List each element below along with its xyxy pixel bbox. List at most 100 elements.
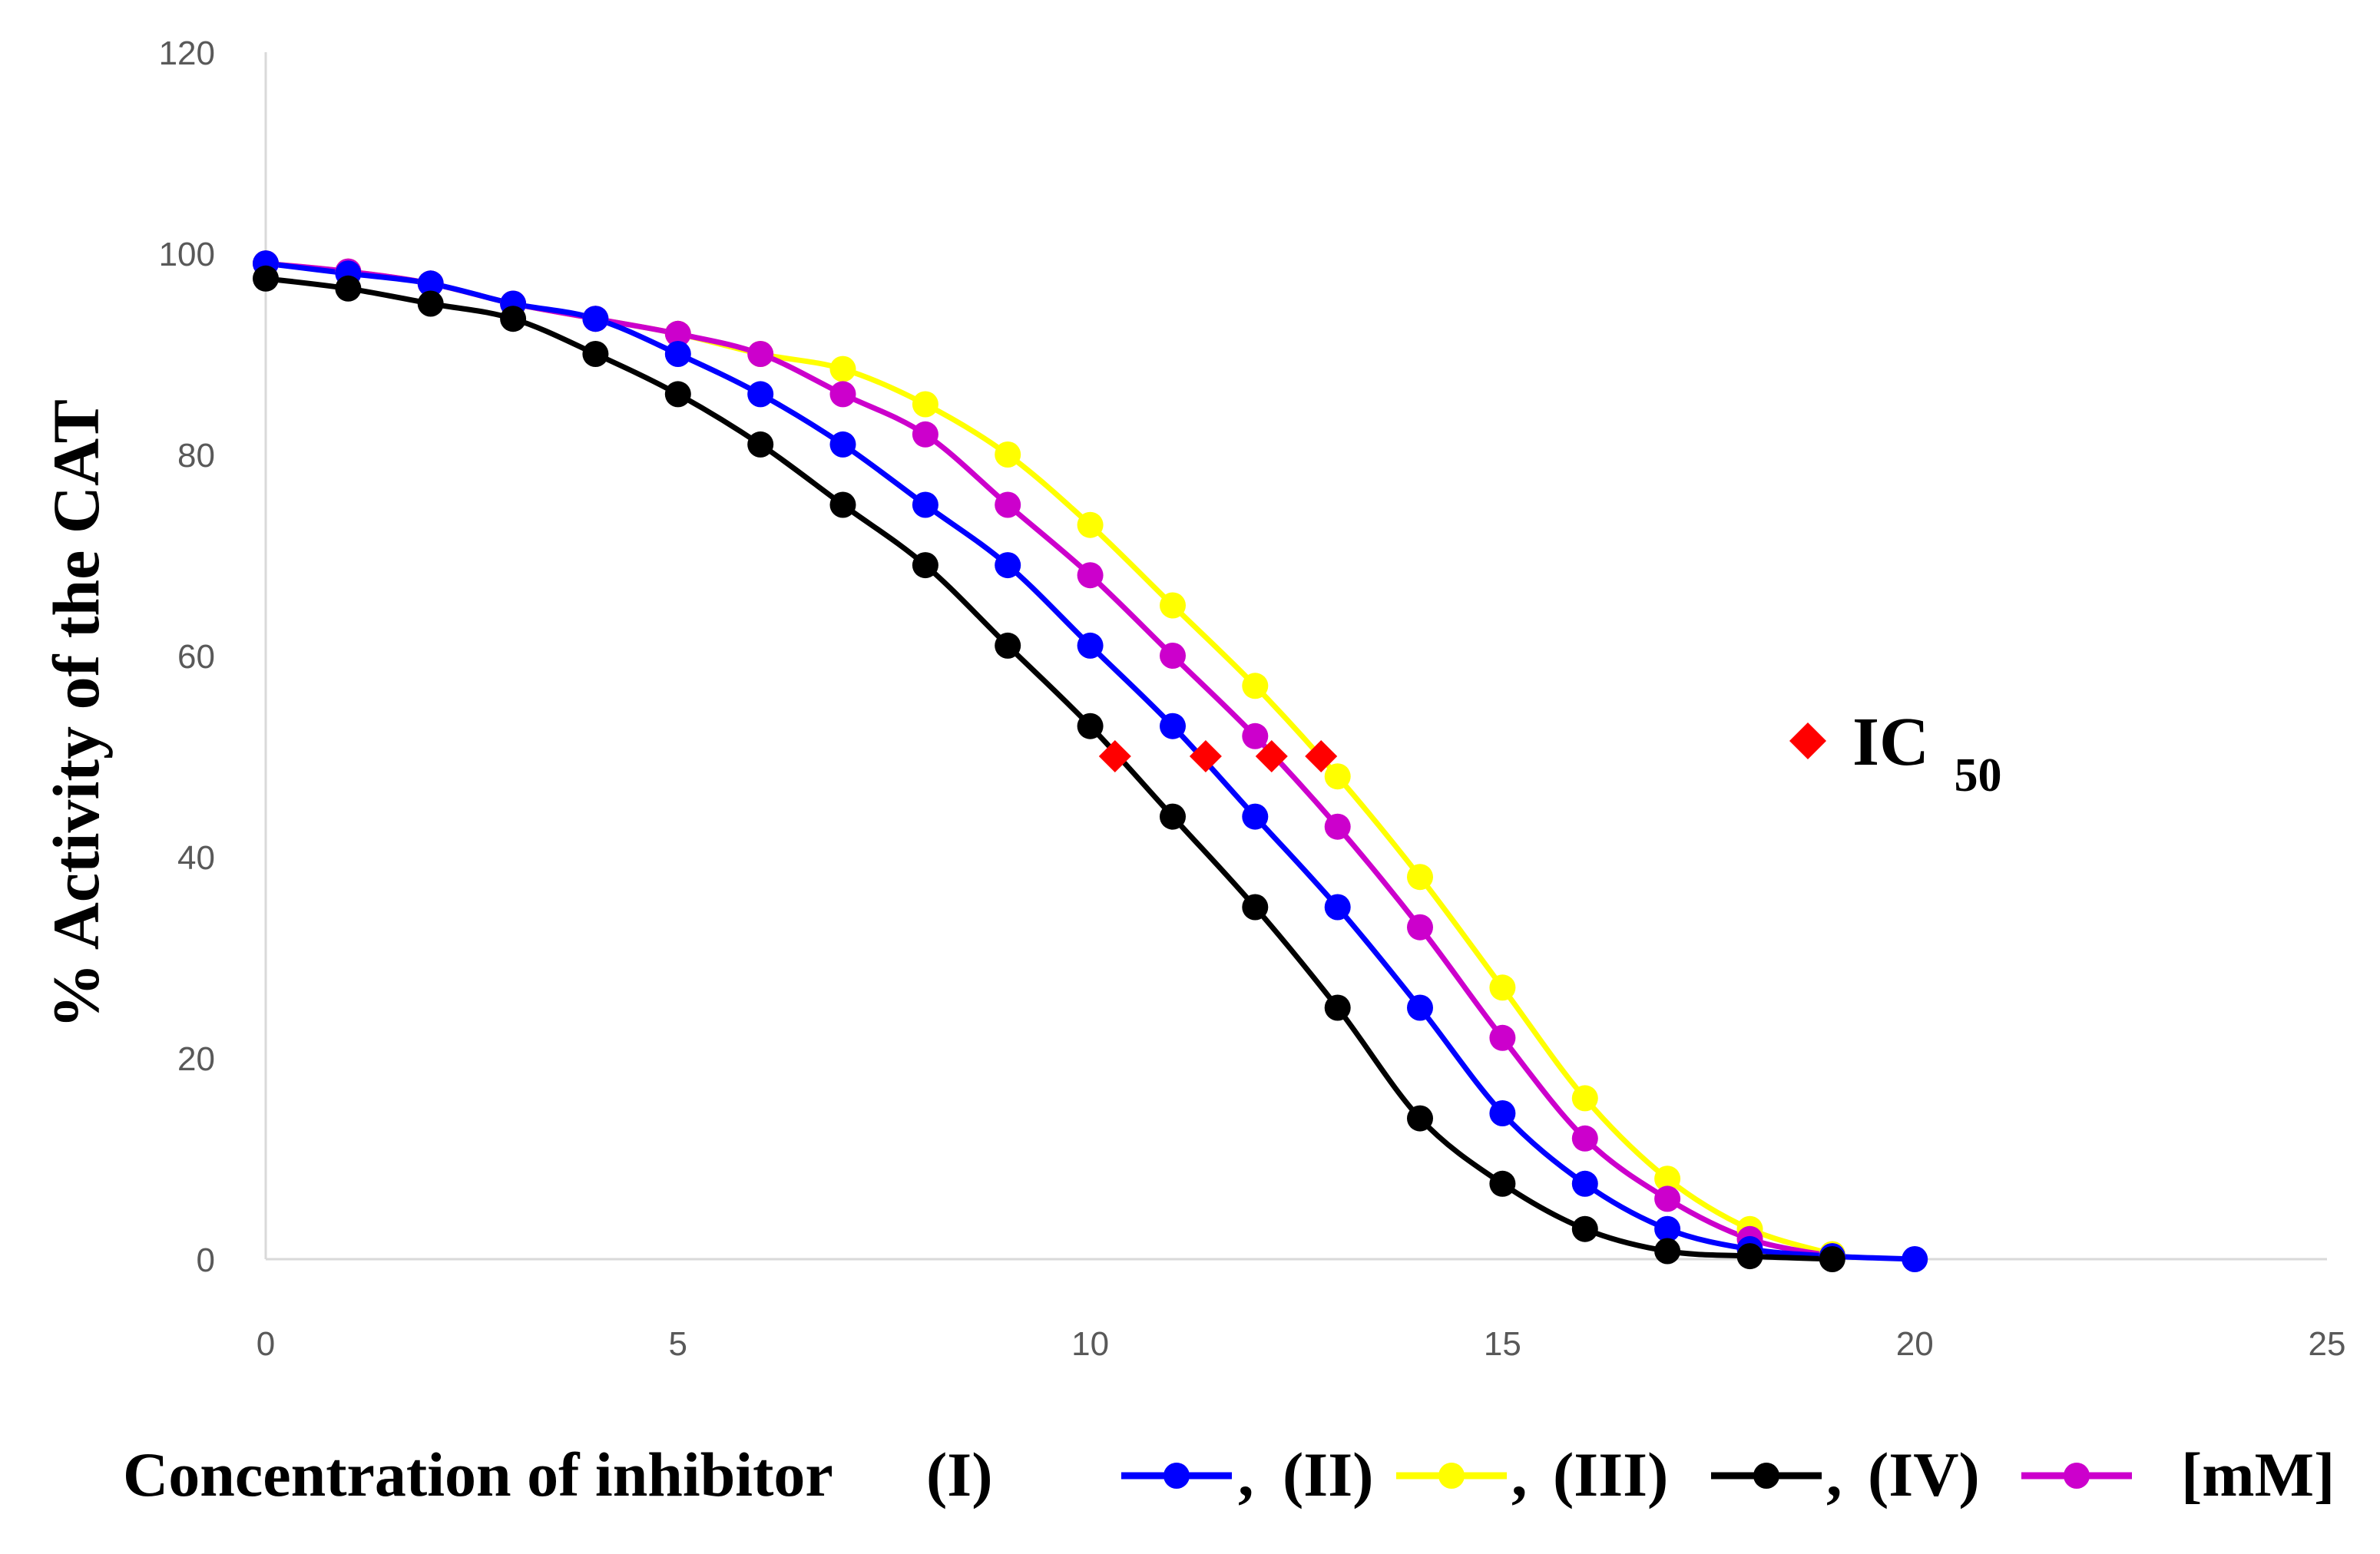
x-tick-label: 15 (1484, 1325, 1521, 1363)
series-2-point-2 (417, 270, 444, 297)
series-0-point-17 (1654, 1166, 1681, 1192)
series-0-point-8 (912, 391, 938, 418)
series-2-point-14 (1407, 994, 1433, 1021)
x-title-legend-marker-4 (2064, 1463, 2090, 1489)
x-tick-label: 10 (1071, 1325, 1109, 1363)
x-title-series-1: (I) (926, 1440, 993, 1509)
series-2-point-12 (1242, 803, 1269, 830)
series-lines (263, 260, 1918, 1262)
series-2-point-6 (747, 381, 774, 408)
series-3-point-14 (1407, 1105, 1433, 1132)
x-axis-title: Concentration of inhibitor (I) , (II) , … (123, 1440, 2335, 1509)
y-tick-labels: 0 20 40 60 80 100 120 (159, 35, 215, 1279)
axes (264, 52, 2327, 1261)
series-1-point-16 (1571, 1125, 1598, 1152)
series-1-point-14 (1407, 914, 1433, 941)
y-tick-label: 40 (177, 839, 215, 877)
series-0-point-13 (1324, 763, 1351, 790)
series-1-point-15 (1489, 1024, 1516, 1051)
x-title-series-3: (III) (1553, 1440, 1668, 1509)
series-2-point-13 (1324, 894, 1351, 921)
y-tick-label: 20 (177, 1040, 215, 1078)
ic50-marker-1 (1189, 740, 1222, 772)
x-tick-labels: 0 5 10 15 20 25 (257, 1325, 2346, 1363)
series-2-point-8 (912, 491, 938, 518)
series-0-point-11 (1160, 592, 1186, 619)
y-tick-label: 120 (159, 35, 215, 72)
x-title-legend-marker-2 (1438, 1463, 1465, 1489)
series-2-point-20 (1902, 1246, 1928, 1272)
series-line-0 (263, 260, 1835, 1257)
x-title-sep-3: , (1826, 1440, 1842, 1509)
series-0-point-9 (995, 441, 1021, 468)
series-2-point-9 (995, 552, 1021, 579)
y-tick-label: 80 (177, 437, 215, 474)
series-3-point-5 (664, 381, 691, 408)
x-tick-label: 5 (669, 1325, 687, 1363)
series-2-point-17 (1654, 1215, 1681, 1242)
x-title-legend-marker-3 (1753, 1463, 1779, 1489)
series-1-point-7 (829, 381, 856, 408)
y-tick-label: 100 (159, 236, 215, 273)
series-0-point-7 (829, 355, 856, 382)
series-3-point-8 (912, 552, 938, 579)
y-tick-label: 0 (197, 1242, 215, 1279)
ic50-marker-0 (1098, 740, 1131, 772)
x-tick-label: 25 (2309, 1325, 2346, 1363)
x-title-prefix: Concentration of inhibitor (123, 1440, 833, 1509)
series-2-point-10 (1077, 632, 1104, 659)
x-title-unit: [mM] (2181, 1440, 2335, 1509)
series-3-point-19 (1819, 1246, 1845, 1272)
series-1-point-17 (1654, 1185, 1681, 1212)
series-1-point-12 (1242, 722, 1269, 749)
series-0-point-15 (1489, 974, 1516, 1001)
y-axis-title: % Activity of the CAT (39, 399, 113, 1029)
ic50-legend-marker (1789, 722, 1826, 759)
series-3-point-6 (747, 431, 774, 458)
series-3-point-10 (1077, 713, 1104, 739)
series-3-point-17 (1654, 1238, 1681, 1265)
series-3-point-1 (335, 275, 362, 302)
series-3-point-16 (1571, 1215, 1598, 1242)
series-line-2 (263, 260, 1918, 1262)
series-3-point-9 (995, 632, 1021, 659)
series-1-point-6 (747, 341, 774, 367)
series-3-point-12 (1242, 894, 1269, 921)
series-2-point-16 (1571, 1170, 1598, 1197)
series-2-point-7 (829, 431, 856, 458)
series-3-point-13 (1324, 994, 1351, 1021)
series-1-point-10 (1077, 562, 1104, 589)
ic50-marker-2 (1255, 740, 1288, 772)
x-title-legend-marker-1 (1164, 1463, 1190, 1489)
series-3-point-4 (582, 341, 609, 367)
series-3-point-2 (417, 290, 444, 317)
series-1-point-8 (912, 421, 938, 448)
series-3-point-3 (500, 306, 527, 332)
series-3-point-7 (829, 491, 856, 518)
ic50-marker-3 (1305, 740, 1338, 772)
ic50-legend-subscript: 50 (1955, 749, 2002, 802)
series-2-point-15 (1489, 1100, 1516, 1126)
series-3-point-0 (253, 265, 279, 292)
series-0-point-16 (1571, 1085, 1598, 1112)
x-tick-label: 0 (257, 1325, 275, 1363)
ic50-markers (1098, 740, 1338, 772)
series-1-point-9 (995, 491, 1021, 518)
series-3-point-15 (1489, 1170, 1516, 1197)
ic50-legend-label: IC 50 (1852, 704, 2002, 802)
series-3-point-18 (1736, 1243, 1763, 1270)
ic50-legend-text: IC (1852, 704, 1929, 780)
series-2-point-5 (664, 341, 691, 367)
x-title-sep-1: , (1238, 1440, 1254, 1509)
series-0-point-14 (1407, 864, 1433, 891)
series-line-3 (263, 276, 1835, 1262)
series-1-point-13 (1324, 813, 1351, 840)
series-line-1 (263, 260, 1835, 1259)
x-title-series-4: (IV) (1868, 1440, 1980, 1509)
x-title-series-2: (II) (1283, 1440, 1373, 1509)
series-1-point-11 (1160, 643, 1186, 669)
x-title-sep-2: , (1511, 1440, 1528, 1509)
series-markers (253, 250, 1928, 1272)
ic50-legend: IC 50 (1789, 704, 2002, 802)
